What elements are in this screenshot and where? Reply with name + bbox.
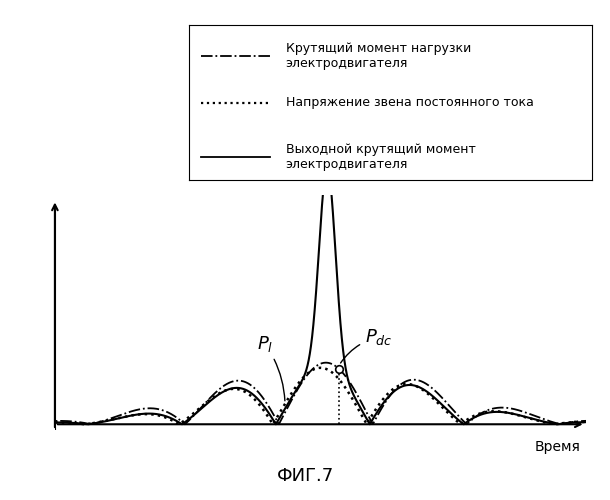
Text: Выходной крутящий момент
электродвигателя: Выходной крутящий момент электродвигател… (285, 143, 476, 171)
Text: Напряжение звена постоянного тока: Напряжение звена постоянного тока (285, 96, 534, 109)
Text: $P_l$: $P_l$ (257, 334, 285, 401)
Text: ФИГ.7: ФИГ.7 (276, 467, 334, 485)
Text: Время: Время (535, 440, 581, 454)
Text: $P_{dc}$: $P_{dc}$ (340, 327, 392, 363)
Text: Крутящий момент нагрузки
электродвигателя: Крутящий момент нагрузки электродвигател… (285, 42, 471, 70)
